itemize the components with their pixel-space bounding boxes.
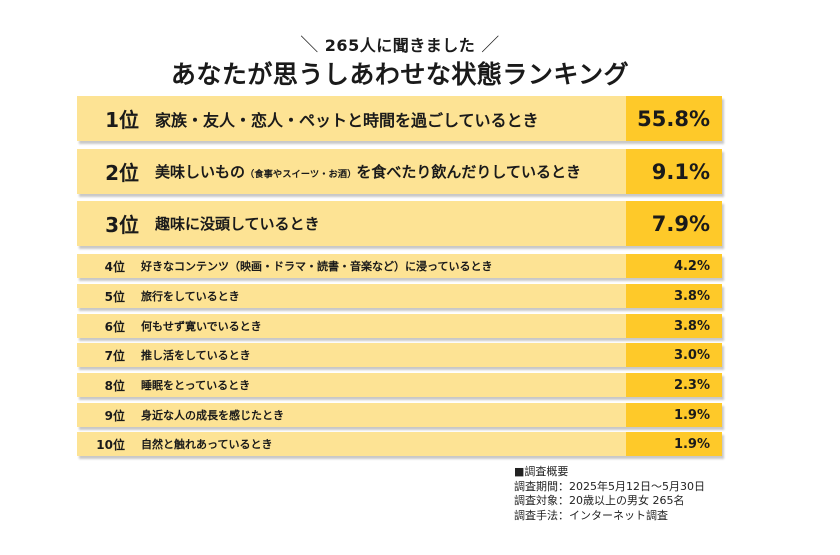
- ranking-row-10: 10位 自然と触れあっているとき 1.9%: [77, 432, 722, 456]
- label-area: 4位 好きなコンテンツ（映画・ドラマ・読書・音楽など）に浸っているとき: [77, 254, 626, 278]
- percent-value: 1.9%: [626, 403, 722, 427]
- ranking-row-3: 3位 趣味に没頭しているとき 7.9%: [77, 201, 722, 246]
- percent-value: 3.0%: [626, 343, 722, 367]
- item-text: 何もせず寛いでいるとき: [141, 320, 262, 333]
- ranking-title: あなたが思うしあわせな状態ランキング: [170, 60, 630, 89]
- ranking-row-8: 8位 睡眠をとっているとき 2.3%: [77, 373, 722, 397]
- percent-value: 2.3%: [626, 373, 722, 397]
- item-text-rest: を食べたり飲んだりしているとき: [356, 163, 581, 181]
- percent-value: 3.8%: [626, 284, 722, 308]
- item-text: 推し活をしているとき: [141, 349, 251, 362]
- rank-label: 6位: [104, 319, 125, 334]
- rank-label: 1位: [105, 108, 139, 132]
- ranking-row-9: 9位 身近な人の成長を感じたとき 1.9%: [77, 403, 722, 427]
- percent-value: 7.9%: [626, 201, 722, 246]
- survey-subtitle: ＼ 265人に聞きました ／: [0, 31, 800, 57]
- percent-value: 55.8%: [626, 96, 722, 141]
- notes-heading: ■調査概要: [514, 465, 569, 478]
- percent-value: 4.2%: [626, 254, 722, 278]
- rank-label: 4位: [104, 259, 125, 274]
- slash-right-decoration: ／: [481, 35, 500, 56]
- notes-method: 調査手法：インターネット調査: [514, 508, 668, 522]
- rank-label: 2位: [105, 161, 139, 185]
- notes-period: 調査期間：2025年5月12日～5月30日: [514, 479, 705, 493]
- rank-label: 8位: [104, 378, 125, 393]
- ranking-row-1: 1位 家族・友人・恋人・ペットと時間を過ごしているとき 55.8%: [77, 96, 722, 141]
- percent-value: 9.1%: [626, 149, 722, 194]
- label-area: 7位 推し活をしているとき: [77, 343, 626, 367]
- item-text: 好きなコンテンツ（映画・ドラマ・読書・音楽など）に浸っているとき: [141, 260, 493, 273]
- percent-value: 1.9%: [626, 432, 722, 456]
- percent-value: 3.8%: [626, 314, 722, 338]
- item-text: 身近な人の成長を感じたとき: [141, 409, 284, 422]
- notes-target: 調査対象：20歳以上の男女 265名: [514, 494, 685, 507]
- ranking-row-5: 5位 旅行をしているとき 3.8%: [77, 284, 722, 308]
- rank-label: 3位: [105, 213, 139, 237]
- label-area: 9位 身近な人の成長を感じたとき: [77, 403, 626, 427]
- survey-notes: ■調査概要 調査期間：2025年5月12日～5月30日 調査対象：20歳以上の男…: [514, 465, 705, 523]
- subtitle-text: 265人に聞きました: [324, 36, 476, 55]
- item-text: 旅行をしているとき: [141, 290, 240, 303]
- item-text: 睡眠をとっているとき: [141, 379, 251, 392]
- label-area: 10位 自然と触れあっているとき: [77, 432, 626, 456]
- item-text-main: 美味しいもの: [155, 163, 246, 181]
- label-area: 5位 旅行をしているとき: [77, 284, 626, 308]
- item-text: 趣味に没頭しているとき: [155, 215, 320, 233]
- rank-label: 9位: [104, 408, 125, 423]
- label-area: 8位 睡眠をとっているとき: [77, 373, 626, 397]
- ranking-row-6: 6位 何もせず寛いでいるとき 3.8%: [77, 314, 722, 338]
- ranking-row-4: 4位 好きなコンテンツ（映画・ドラマ・読書・音楽など）に浸っているとき 4.2%: [77, 254, 722, 278]
- ranking-row-7: 7位 推し活をしているとき 3.0%: [77, 343, 722, 367]
- rank-label: 10位: [96, 437, 125, 452]
- label-area: 6位 何もせず寛いでいるとき: [77, 314, 626, 338]
- ranking-row-2: 2位 美味しいもの（食事やスイーツ・お酒）を食べたり飲んだりしているとき 9.1…: [77, 149, 722, 194]
- label-area: 2位 美味しいもの（食事やスイーツ・お酒）を食べたり飲んだりしているとき: [77, 149, 626, 194]
- label-area: 1位 家族・友人・恋人・ペットと時間を過ごしているとき: [77, 96, 626, 141]
- item-text: 家族・友人・恋人・ペットと時間を過ごしているとき: [155, 110, 539, 130]
- slash-left-decoration: ＼: [300, 35, 319, 56]
- rank-label: 7位: [104, 348, 125, 363]
- item-text: 自然と触れあっているとき: [141, 438, 273, 451]
- rank-label: 5位: [104, 289, 125, 304]
- item-text: 美味しいもの（食事やスイーツ・お酒）を食べたり飲んだりしているとき: [155, 161, 581, 182]
- item-text-parenthetical: （食事やスイーツ・お酒）: [245, 169, 357, 180]
- label-area: 3位 趣味に没頭しているとき: [77, 201, 626, 246]
